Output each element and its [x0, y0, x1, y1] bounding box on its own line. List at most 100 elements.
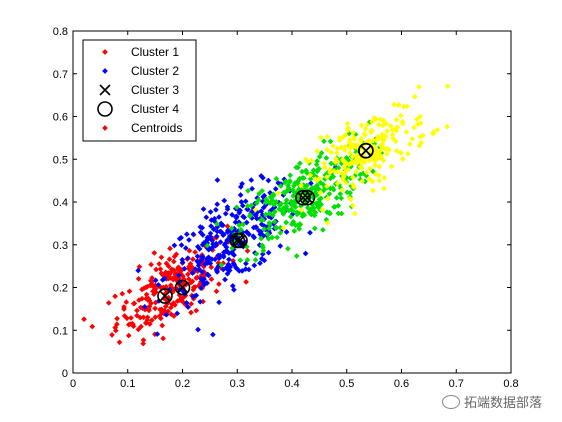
point-cluster-3 [399, 118, 406, 125]
point-cluster-4 [214, 221, 220, 227]
point-cluster-2 [224, 270, 231, 277]
point-cluster-3 [376, 177, 383, 184]
point-cluster-1 [112, 293, 118, 300]
point-cluster-4 [327, 138, 334, 145]
point-cluster-3 [367, 165, 373, 172]
x-tick-label: 0 [70, 378, 76, 390]
point-cluster-3 [391, 101, 397, 108]
point-cluster-2 [195, 326, 201, 333]
point-cluster-3 [322, 164, 328, 171]
point-cluster-3 [392, 138, 399, 145]
point-cluster-2 [213, 233, 220, 240]
point-cluster-3 [344, 120, 351, 127]
point-cluster-4 [283, 219, 289, 226]
point-cluster-3 [298, 182, 304, 189]
point-cluster-4 [323, 155, 330, 161]
point-cluster-3 [324, 195, 331, 202]
centroid-circle [299, 189, 316, 206]
point-cluster-4 [287, 213, 294, 220]
point-cluster-2 [246, 231, 252, 238]
point-cluster-1 [156, 261, 163, 267]
point-cluster-4 [297, 160, 303, 167]
point-cluster-1 [158, 306, 165, 313]
point-cluster-2 [195, 243, 201, 250]
point-cluster-2 [238, 199, 245, 205]
point-cluster-4 [289, 187, 296, 193]
point-cluster-2 [260, 204, 267, 211]
point-cluster-4 [285, 207, 292, 214]
point-cluster-3 [350, 184, 357, 190]
point-cluster-3 [327, 169, 333, 176]
point-cluster-3 [397, 149, 404, 156]
point-cluster-3 [341, 147, 348, 154]
point-cluster-2 [218, 222, 225, 228]
point-cluster-1 [114, 321, 120, 328]
point-cluster-2 [253, 224, 259, 230]
point-cluster-1 [143, 291, 150, 298]
point-cluster-3 [393, 148, 400, 154]
point-cluster-4 [236, 222, 242, 229]
point-cluster-1 [121, 313, 128, 319]
point-cluster-1 [190, 286, 197, 293]
point-cluster-3 [406, 141, 413, 147]
point-cluster-4 [331, 203, 338, 210]
point-cluster-1 [188, 301, 195, 307]
point-cluster-4 [312, 209, 319, 216]
point-cluster-2 [179, 256, 186, 263]
point-cluster-1 [138, 323, 144, 330]
point-cluster-3 [330, 142, 336, 149]
point-cluster-1 [186, 265, 192, 272]
point-cluster-4 [244, 257, 251, 263]
point-cluster-1 [125, 332, 132, 339]
point-cluster-2 [220, 252, 227, 259]
point-cluster-4 [237, 257, 244, 264]
point-cluster-4 [228, 225, 235, 232]
point-cluster-2 [208, 245, 215, 252]
point-cluster-2 [211, 215, 218, 222]
point-cluster-3 [352, 210, 358, 217]
point-cluster-2 [183, 231, 190, 238]
point-cluster-3 [369, 119, 375, 125]
point-cluster-2 [221, 197, 228, 204]
point-cluster-2 [229, 211, 235, 218]
point-cluster-2 [249, 185, 255, 192]
point-cluster-1 [157, 266, 164, 272]
point-cluster-2 [245, 206, 251, 213]
point-cluster-3 [395, 101, 402, 108]
point-cluster-4 [262, 211, 269, 218]
point-cluster-3 [374, 134, 381, 140]
point-cluster-4 [335, 165, 342, 171]
point-cluster-2 [201, 240, 207, 246]
point-cluster-2 [224, 266, 230, 272]
point-cluster-3 [345, 127, 351, 134]
point-cluster-3 [334, 145, 341, 152]
point-cluster-3 [372, 158, 378, 165]
point-cluster-3 [323, 174, 330, 180]
point-cluster-2 [224, 204, 231, 210]
point-cluster-1 [134, 307, 140, 314]
point-cluster-3 [342, 180, 349, 186]
point-cluster-3 [384, 128, 390, 134]
point-cluster-2 [171, 242, 178, 249]
point-cluster-2 [141, 303, 148, 310]
point-cluster-3 [387, 122, 394, 129]
point-cluster-4 [261, 226, 268, 232]
point-cluster-4 [304, 204, 311, 211]
point-cluster-2 [242, 266, 249, 272]
point-cluster-3 [383, 151, 390, 157]
point-cluster-3 [381, 136, 388, 143]
point-cluster-4 [253, 200, 260, 206]
point-cluster-3 [375, 121, 382, 128]
point-cluster-1 [158, 270, 165, 277]
axis-ticks: 0 0.1 0.2 0.3 0.4 0.5 0.6 0.7 0.8 0 0.1 0.2 0.3 0.4 0.… [53, 26, 519, 390]
point-cluster-1 [169, 301, 176, 308]
legend-marker [102, 68, 108, 74]
point-cluster-4 [218, 262, 225, 268]
centroid-circle [174, 279, 191, 296]
point-cluster-4 [277, 183, 284, 189]
point-cluster-1 [188, 279, 194, 286]
point-cluster-3 [298, 207, 305, 213]
point-cluster-3 [317, 134, 324, 141]
legend-label: Cluster 3 [131, 83, 179, 97]
